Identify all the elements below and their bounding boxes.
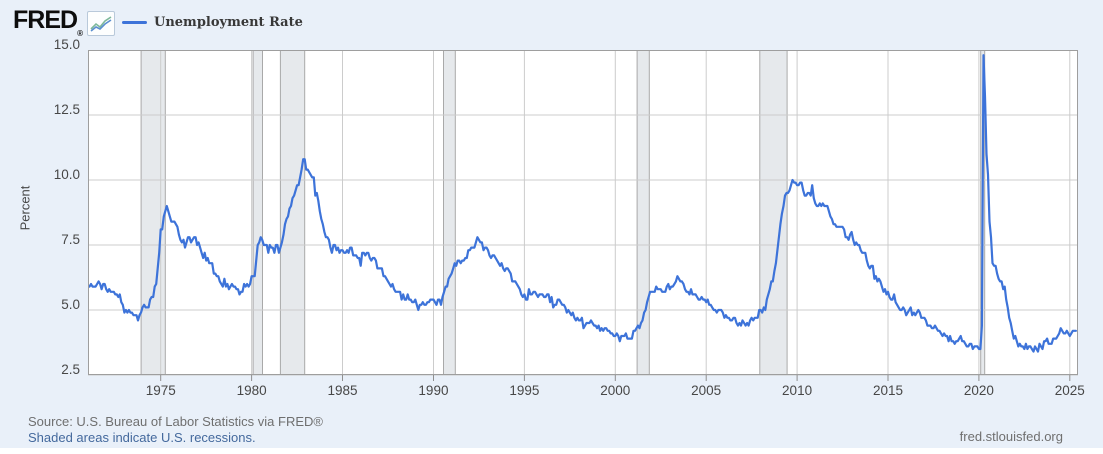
fred-icon-graphic	[90, 16, 112, 32]
y-tick-label: 5.0	[61, 296, 80, 312]
x-tick-label: 2020	[963, 383, 994, 398]
y-tick-label: 15.0	[53, 36, 80, 52]
legend-series-label: Unemployment Rate	[154, 14, 303, 30]
x-tick-label: 1980	[236, 383, 267, 398]
x-tick-label: 1975	[145, 383, 176, 398]
x-tick-label: 1995	[509, 383, 540, 398]
x-tick-label: 2005	[691, 383, 722, 398]
y-tick-label: 2.5	[61, 361, 80, 377]
x-tick-label: 2015	[872, 383, 904, 398]
recession-note-link[interactable]: Shaded areas indicate U.S. recessions.	[28, 430, 256, 445]
x-tick-label: 2010	[782, 383, 813, 398]
source-attribution: Source: U.S. Bureau of Labor Statistics …	[28, 414, 323, 429]
fred-logo-text: FRED	[13, 6, 78, 34]
chart-legend: Unemployment Rate	[122, 12, 303, 32]
y-axis-title: Percent	[17, 185, 33, 231]
x-tick-label: 1990	[418, 383, 449, 398]
registered-trademark: ®	[77, 29, 83, 38]
fred-line-chart-icon[interactable]	[87, 11, 115, 36]
x-tick-label: 1985	[327, 383, 358, 398]
y-tick-label: 12.5	[53, 101, 80, 117]
fred-site-url[interactable]: fred.stlouisfed.org	[959, 429, 1063, 444]
y-tick-label: 7.5	[61, 231, 80, 247]
x-tick-label: 2025	[1054, 383, 1085, 398]
legend-line-swatch	[122, 20, 147, 24]
x-tick-label: 2000	[600, 383, 631, 398]
fred-logo[interactable]: FRED®	[13, 6, 83, 38]
y-tick-label: 10.0	[53, 166, 80, 182]
plot-svg[interactable]	[88, 50, 1078, 381]
bottom-strip	[0, 448, 1103, 454]
